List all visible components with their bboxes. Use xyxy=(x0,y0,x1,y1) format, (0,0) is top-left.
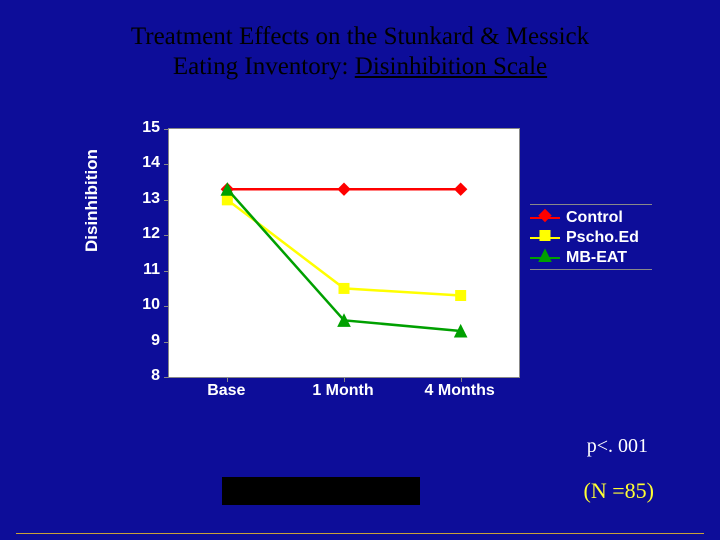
y-tick-label: 11 xyxy=(130,261,160,279)
slide: Treatment Effects on the Stunkard & Mess… xyxy=(0,0,720,540)
legend-label: Pscho.Ed xyxy=(566,229,639,247)
n-value: (N =85) xyxy=(584,478,654,504)
legend-label: MB-EAT xyxy=(566,249,627,267)
title-line2a: Eating Inventory: xyxy=(173,53,355,80)
title-line1: Treatment Effects on the Stunkard & Mess… xyxy=(131,23,589,50)
legend: Control Pscho.Ed MB-EAT xyxy=(530,204,652,274)
y-tick-label: 14 xyxy=(130,154,160,172)
legend-item: MB-EAT xyxy=(530,249,652,267)
plot-area xyxy=(168,128,520,378)
y-tick-label: 12 xyxy=(130,225,160,243)
y-tick-label: 15 xyxy=(130,119,160,137)
x-tick-label: Base xyxy=(181,382,271,400)
y-tick-label: 10 xyxy=(130,296,160,314)
x-tick-label: 4 Months xyxy=(415,382,505,400)
legend-item: Control xyxy=(530,209,652,227)
y-tick-label: 8 xyxy=(130,367,160,385)
y-tick-label: 9 xyxy=(130,332,160,350)
title-line2b: Disinhibition Scale xyxy=(355,53,547,80)
legend-label: Control xyxy=(566,209,623,227)
legend-item: Pscho.Ed xyxy=(530,229,652,247)
p-value: p<. 001 xyxy=(587,435,648,458)
chart-area: Disinhibition 89101112131415 Base1 Month… xyxy=(110,120,660,420)
bottom-line xyxy=(16,533,704,534)
y-axis-label: Disinhibition xyxy=(82,149,102,252)
y-tick-label: 13 xyxy=(130,190,160,208)
slide-title: Treatment Effects on the Stunkard & Mess… xyxy=(0,22,720,82)
x-tick-label: 1 Month xyxy=(298,382,388,400)
series-lines xyxy=(169,129,519,377)
black-box xyxy=(222,477,420,505)
